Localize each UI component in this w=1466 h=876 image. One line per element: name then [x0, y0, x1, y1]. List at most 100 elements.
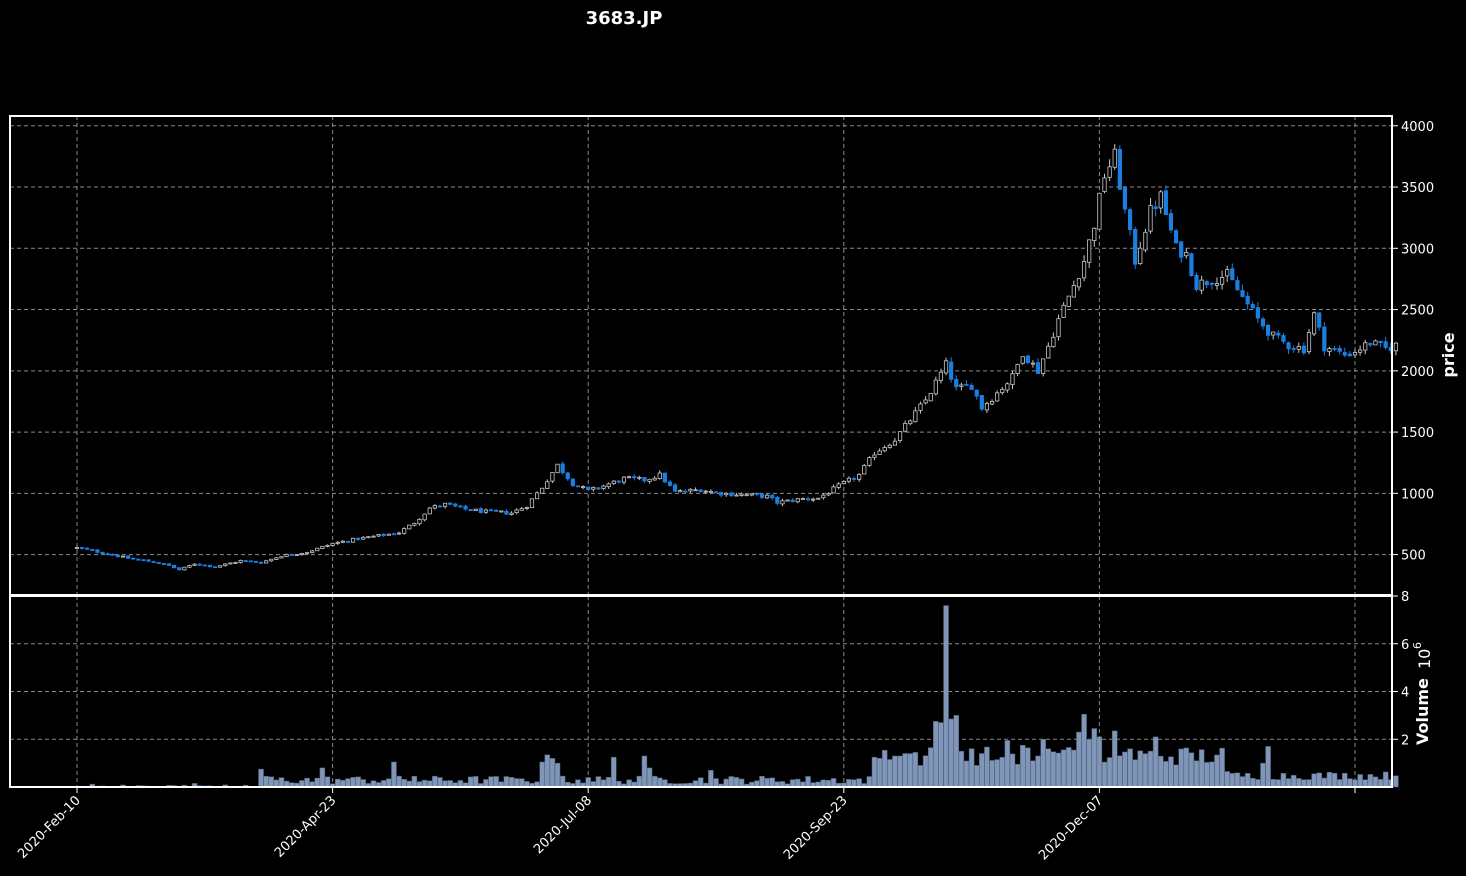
volume-bar [912, 752, 919, 788]
candle-up [279, 556, 284, 559]
candle-up [1015, 363, 1020, 374]
volume-bar [1030, 760, 1036, 788]
x-tick-label: 2020-Sep-23 [781, 793, 851, 863]
candle-down [437, 505, 443, 508]
price-tick-label: 1000 [1401, 487, 1434, 502]
volume-bar [278, 777, 285, 788]
volume-bar [1117, 755, 1123, 788]
volume-bars [74, 605, 1399, 788]
candle-up [417, 518, 422, 525]
volume-bar [518, 778, 525, 788]
candle-down [560, 463, 565, 474]
volume-bar [544, 754, 551, 788]
volume-bar [963, 760, 970, 788]
candle-up [744, 494, 749, 497]
candle-down [345, 540, 351, 543]
volume-bar [830, 778, 837, 788]
candle-up [529, 498, 535, 509]
volume-bar [795, 778, 801, 788]
candle-down [115, 554, 120, 558]
candles [74, 144, 1398, 571]
candle-up [264, 560, 269, 564]
candle-up [652, 477, 657, 481]
price-tick-label: 3500 [1401, 181, 1434, 196]
candle-down [141, 559, 146, 562]
candle-up [1271, 331, 1276, 336]
candle-up [1071, 284, 1076, 298]
candle-down [667, 481, 673, 486]
candle-down [851, 478, 857, 480]
volume-bar [1260, 762, 1266, 788]
candle-up [432, 505, 437, 509]
candle-up [1076, 278, 1082, 288]
candle-down [177, 567, 182, 571]
candle-down [1240, 290, 1245, 297]
candle-down [1281, 335, 1286, 342]
candle-up [550, 472, 555, 482]
volume-bar [989, 760, 995, 788]
volume-bar [1111, 730, 1118, 788]
candle-up [294, 554, 299, 556]
volume-bar [1071, 749, 1077, 788]
candle-up [1005, 383, 1010, 391]
volume-bar [1224, 771, 1230, 788]
candle-down [1133, 228, 1138, 265]
candle-down [1276, 332, 1281, 336]
candle-up [396, 532, 402, 535]
candle-up [330, 542, 335, 546]
candle-down [95, 549, 100, 553]
candle-down [1189, 253, 1194, 276]
volume-bar [1086, 739, 1092, 788]
candle-up [688, 488, 693, 492]
candle-up [361, 536, 366, 540]
candle-down [1179, 241, 1184, 258]
volume-bar [927, 747, 934, 788]
volume-bar [713, 778, 719, 788]
candle-up [903, 423, 908, 432]
candle-down [453, 503, 458, 507]
x-tick-label: 2020-Feb-10 [15, 793, 84, 862]
volume-bar [805, 776, 811, 788]
volume-bar [1393, 775, 1399, 788]
candle-down [1230, 268, 1235, 281]
candle-down [248, 560, 253, 563]
volume-axis: 2 4 6 8 [1392, 590, 1409, 748]
candle-down [770, 494, 775, 499]
volume-bar [1004, 740, 1011, 788]
volume-bar [1055, 752, 1062, 788]
candle-down [673, 484, 678, 492]
volume-bar [789, 779, 796, 788]
candle-down [1250, 304, 1255, 309]
volume-bar [1204, 762, 1210, 788]
candle-down [85, 547, 90, 550]
candle-down [1204, 281, 1209, 286]
candle-up [601, 485, 606, 489]
candle-up [1199, 279, 1204, 291]
candle-up [284, 554, 289, 557]
candle-up [1158, 191, 1163, 209]
volume-bar [846, 779, 852, 788]
candle-up [442, 502, 448, 507]
candle-up [376, 534, 381, 537]
price-tick-label: 2500 [1401, 304, 1434, 319]
candle-up [335, 541, 340, 544]
price-tick-label: 4000 [1401, 120, 1434, 135]
volume-bar [651, 775, 658, 788]
volume-tick-label: 2 [1401, 733, 1409, 748]
volume-bar [1209, 761, 1215, 788]
volume-bar [324, 776, 331, 788]
candle-up [1010, 373, 1015, 385]
candle-up [877, 450, 882, 455]
price-axis-title: price [1439, 332, 1458, 377]
candle-up [514, 509, 519, 514]
volume-bar [1342, 772, 1348, 788]
x-tick-label: 2020-Jul-08 [531, 793, 595, 857]
volume-bar [907, 753, 914, 788]
volume-bar [467, 776, 474, 788]
candle-down [172, 564, 177, 569]
candle-up [310, 550, 315, 554]
candle-up [320, 545, 325, 549]
volume-bar [887, 759, 893, 788]
volume-bar [585, 777, 591, 788]
volume-bar [611, 756, 617, 788]
